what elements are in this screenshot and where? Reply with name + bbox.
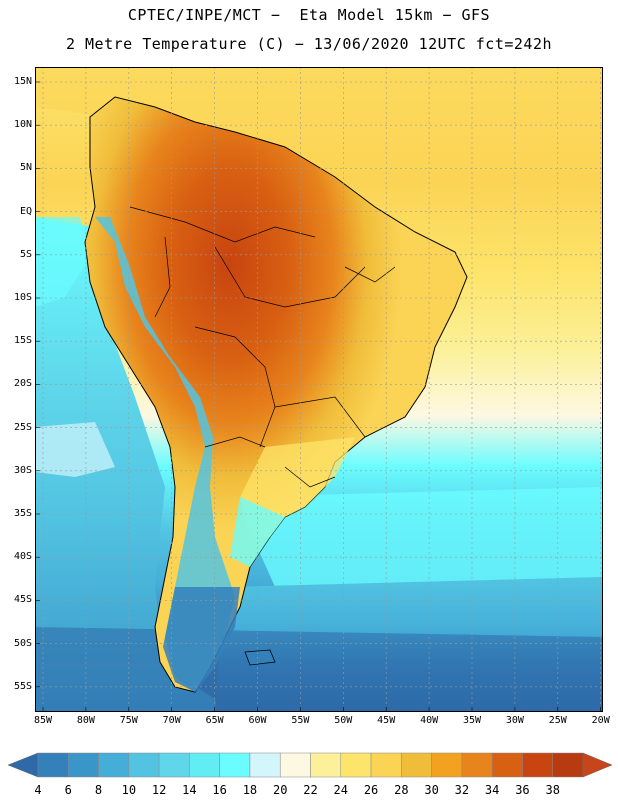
colorbar-label: 24: [333, 783, 348, 797]
pacific-warm-band: [35, 217, 90, 307]
colorbar-label: 12: [151, 783, 167, 797]
longitude-label: 60W: [248, 715, 267, 726]
latitude-label: 55S: [13, 680, 32, 692]
graticule: [35, 67, 603, 712]
andes-cool: [95, 217, 235, 692]
colorbar-swatch: [340, 752, 372, 778]
colorbar-swatch: [249, 752, 281, 778]
colorbar-swatch: [552, 752, 584, 778]
latitude-label: 10N: [13, 119, 32, 131]
south-atlantic-band: [235, 487, 603, 587]
colorbar-swatch: [401, 752, 432, 778]
map-title-line-2: 2 Metre Temperature (C) − 13/06/2020 12U…: [65, 35, 553, 53]
latitude-label: 35S: [13, 508, 32, 519]
temperature-colorbar: [7, 752, 613, 778]
latitude-label: 25S: [13, 421, 32, 433]
longitude-label: 80W: [76, 715, 95, 726]
latitude-label: 40S: [13, 551, 32, 563]
colorbar-swatch: [310, 752, 342, 778]
falklands: [244, 649, 276, 666]
latitude-label: 15N: [13, 76, 32, 87]
patagonia-cold: [163, 587, 240, 692]
colorbar-swatch: [491, 752, 523, 778]
colorbar-label: 14: [182, 783, 197, 797]
colorbar-label: 32: [454, 783, 470, 797]
pacific-pale-patch: [35, 422, 115, 477]
longitude-label: 40W: [420, 715, 439, 726]
latitude-label: 10S: [13, 292, 32, 303]
colorbar-label: 34: [484, 783, 500, 797]
colorbar-label: 28: [394, 783, 409, 797]
latitude-label: 30S: [13, 464, 32, 476]
colorbar-swatch: [37, 752, 69, 778]
colorbar-label: 18: [242, 783, 258, 797]
longitude-label: 55W: [291, 715, 310, 726]
colorbar-swatch: [219, 752, 251, 778]
longitude-label: 20W: [591, 715, 610, 726]
latitude-label: 5N: [19, 162, 32, 174]
latitude-label: 45S: [13, 594, 32, 606]
colorbar-swatch: [158, 752, 190, 778]
colorbar-label: 30: [424, 783, 439, 797]
latitude-label: 5S: [19, 248, 32, 260]
latitude-label: 50S: [13, 637, 32, 649]
colorbar-label: 26: [363, 783, 379, 797]
colorbar-label: 6: [64, 783, 72, 797]
colorbar-swatch: [522, 752, 553, 778]
colorbar-swatch: [431, 752, 463, 778]
far-south-band: [35, 627, 603, 712]
colorbar-swatch: [461, 752, 493, 778]
colorbar-label: 10: [121, 783, 137, 797]
caribbean-warm: [35, 67, 603, 187]
longitude-label: 75W: [119, 715, 138, 726]
colorbar-label: 38: [545, 783, 560, 797]
colorbar-swatch: [68, 752, 99, 778]
pacific-ocean: [35, 217, 235, 712]
longitude-label: 70W: [162, 715, 181, 726]
longitude-label: 65W: [205, 715, 224, 726]
colorbar-label: 22: [303, 783, 318, 797]
colorbar-label: 16: [212, 783, 227, 797]
latitude-label: 20S: [13, 378, 32, 390]
temperature-map: [35, 67, 603, 712]
colorbar-swatch: [279, 752, 311, 778]
colorbar-max-arrow: [582, 752, 613, 778]
colorbar-label: 20: [272, 783, 288, 797]
colorbar-swatch: [98, 752, 130, 778]
colorbar-swatch: [189, 752, 220, 778]
longitude-label: 45W: [377, 715, 396, 726]
colorbar-min-arrow: [7, 752, 39, 778]
colorbar-label: 4: [34, 783, 42, 797]
longitude-label: 30W: [505, 715, 524, 726]
longitude-label: 25W: [548, 715, 567, 726]
longitude-label: 35W: [462, 715, 482, 726]
latitude-label: 15S: [13, 335, 32, 347]
longitude-label: 50W: [334, 715, 353, 726]
country-borders: [129, 206, 396, 488]
latitude-label: EQ: [19, 205, 32, 217]
map-title-line-1: CPTEC/INPE/MCT − Eta Model 15km − GFS: [127, 6, 491, 24]
map-border: [35, 67, 603, 712]
colorbar-label: 8: [94, 783, 103, 797]
colorbar-swatch: [370, 752, 402, 778]
colorbar-swatch: [128, 752, 160, 778]
longitude-label: 85W: [33, 715, 53, 726]
colorbar-label: 36: [515, 783, 530, 797]
